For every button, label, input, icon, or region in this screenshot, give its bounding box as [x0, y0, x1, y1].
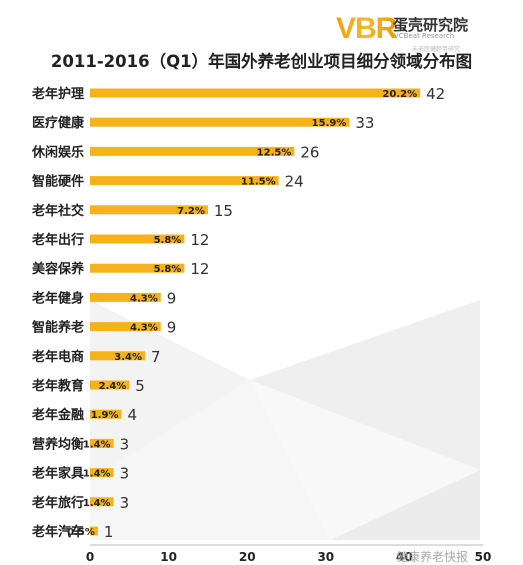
percent-label: 1.4% [83, 469, 111, 480]
percent-label: 0.5% [67, 527, 95, 538]
value-label: 9 [167, 289, 177, 307]
value-label: 12 [190, 231, 209, 249]
bar [90, 438, 114, 448]
value-label: 4 [127, 406, 137, 424]
category-label: 老年汽车 [31, 524, 84, 540]
value-label: 33 [355, 114, 374, 132]
x-tick-label: 50 [475, 550, 492, 564]
value-label: 15 [214, 202, 233, 220]
value-label: 12 [190, 260, 209, 278]
value-label: 7 [151, 348, 161, 366]
category-label: 老年金融 [31, 407, 84, 423]
value-label: 3 [120, 494, 130, 512]
category-label: 老年社交 [31, 203, 84, 219]
bar [90, 292, 161, 302]
percent-label: 20.2% [382, 89, 417, 100]
bar [90, 176, 279, 186]
percent-label: 1.9% [91, 410, 119, 421]
vbr-logo: VBR 蛋壳研究院 VCBeat Research 未来医健趋势研究 [336, 12, 486, 53]
chart-title: 2011-2016（Q1）年国外养老创业项目细分领域分布图 [50, 52, 473, 71]
category-label: 医疗健康 [32, 115, 85, 131]
percent-label: 5.8% [154, 235, 182, 246]
category-label: 老年健身 [31, 290, 84, 306]
percent-label: 1.4% [83, 498, 111, 509]
bar [90, 497, 114, 507]
bar [90, 468, 114, 478]
bar [90, 205, 208, 215]
bar [90, 263, 185, 273]
percent-label: 7.2% [177, 206, 205, 217]
bar [90, 409, 122, 419]
value-label: 1 [104, 523, 114, 541]
bar [90, 322, 161, 332]
category-label: 老年家具 [31, 466, 84, 482]
value-label: 42 [426, 85, 445, 103]
category-label: 老年护理 [31, 86, 84, 102]
bar [90, 351, 146, 361]
category-label: 智能养老 [32, 320, 84, 336]
value-label: 26 [300, 143, 319, 161]
bar [90, 146, 295, 156]
percent-label: 15.9% [312, 118, 347, 129]
logo-mark: VBR [336, 12, 397, 45]
bar [90, 234, 185, 244]
background-geometric-pattern [90, 300, 480, 540]
percent-label: 1.4% [83, 439, 111, 450]
percent-label: 4.3% [130, 293, 158, 304]
percent-label: 4.3% [130, 323, 158, 334]
category-label: 老年电商 [31, 349, 84, 365]
percent-label: 2.4% [99, 381, 127, 392]
category-label: 营养均衡 [32, 436, 84, 452]
x-tick-label: 0 [86, 550, 94, 564]
watermark-text: 健康养老快报 [396, 550, 469, 564]
bar [90, 117, 350, 127]
x-tick-label: 40 [396, 550, 413, 564]
percent-label: 3.4% [114, 352, 142, 363]
value-label: 3 [120, 465, 130, 483]
bar [90, 380, 130, 390]
value-label: 3 [120, 435, 130, 453]
percent-label: 5.8% [154, 264, 182, 275]
value-label: 5 [135, 377, 145, 395]
bar [90, 526, 98, 536]
value-label: 9 [167, 319, 177, 337]
logo-chinese-name: 蛋壳研究院 [393, 16, 469, 34]
logo-subtitle: 未来医健趋势研究 [412, 46, 461, 53]
category-label: 智能硬件 [32, 174, 84, 190]
x-tick-label: 30 [317, 550, 334, 564]
category-label: 老年旅行 [31, 495, 84, 511]
bar [90, 88, 421, 98]
category-label: 美容保养 [32, 261, 85, 277]
category-label: 老年出行 [31, 232, 84, 248]
category-label: 休闲娱乐 [31, 144, 84, 160]
x-tick-label: 10 [160, 550, 177, 564]
x-tick-label: 20 [239, 550, 256, 564]
percent-label: 12.5% [257, 147, 292, 158]
value-label: 24 [285, 173, 304, 191]
percent-label: 11.5% [241, 177, 276, 188]
logo-english-name: VCBeat Research [394, 32, 455, 40]
category-label: 老年教育 [31, 378, 84, 394]
